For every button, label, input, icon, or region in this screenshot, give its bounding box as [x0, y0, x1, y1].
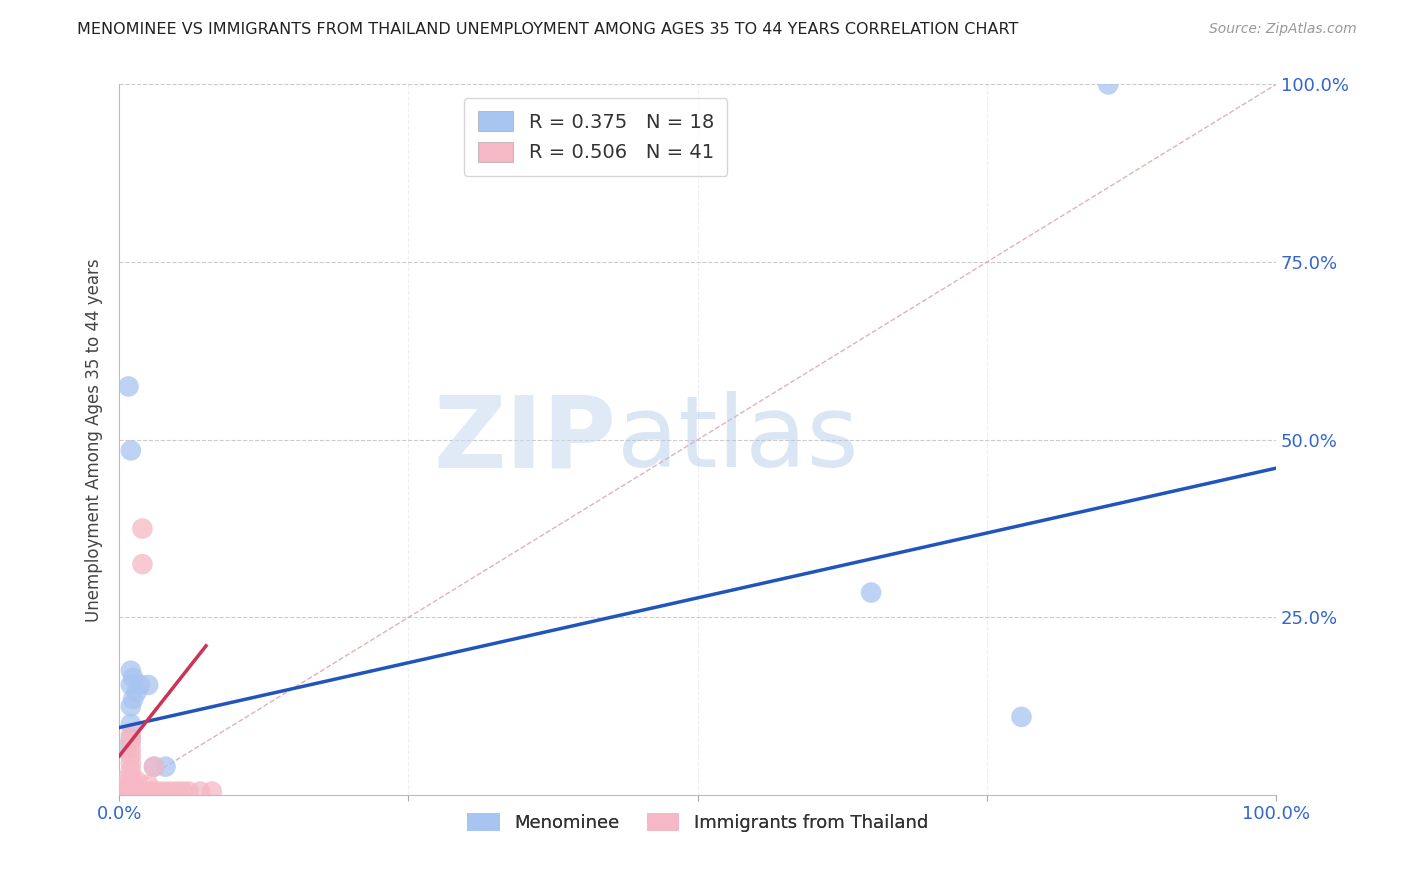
Point [120, 735, 142, 749]
Point [122, 692, 145, 706]
Point [1011, 710, 1033, 724]
Point [136, 678, 159, 692]
Legend: Menominee, Immigrants from Thailand: Menominee, Immigrants from Thailand [460, 805, 935, 839]
Point [108, 773, 131, 788]
Point [143, 759, 166, 773]
Point [120, 756, 142, 770]
Point [129, 678, 152, 692]
Point [155, 784, 177, 798]
Point [131, 522, 153, 536]
Point [143, 759, 166, 773]
Point [114, 742, 136, 756]
Point [120, 728, 142, 742]
Point [160, 784, 183, 798]
Point [131, 557, 153, 571]
Point [120, 699, 142, 714]
Point [172, 784, 194, 798]
Point [111, 784, 134, 798]
Text: ZIP: ZIP [434, 392, 617, 488]
Point [122, 671, 145, 685]
Text: atlas: atlas [617, 392, 858, 488]
Point [149, 784, 172, 798]
Point [120, 784, 142, 798]
Point [1097, 78, 1119, 92]
Point [155, 759, 177, 773]
Point [117, 784, 139, 798]
Point [136, 777, 159, 791]
Y-axis label: Unemployment Among Ages 35 to 44 years: Unemployment Among Ages 35 to 44 years [86, 258, 103, 622]
Point [122, 784, 145, 798]
Point [860, 585, 883, 599]
Point [120, 731, 142, 746]
Point [108, 780, 131, 795]
Point [118, 784, 141, 798]
Point [125, 685, 148, 699]
Point [120, 717, 142, 731]
Text: Source: ZipAtlas.com: Source: ZipAtlas.com [1209, 22, 1357, 37]
Point [128, 784, 150, 798]
Point [166, 784, 188, 798]
Point [177, 784, 200, 798]
Point [201, 784, 224, 798]
Point [120, 443, 142, 458]
Point [114, 784, 136, 798]
Point [120, 742, 142, 756]
Point [127, 784, 149, 798]
Point [120, 664, 142, 678]
Point [124, 784, 146, 798]
Point [120, 749, 142, 764]
Point [110, 784, 132, 798]
Point [120, 777, 142, 791]
Point [188, 784, 211, 798]
Point [125, 784, 148, 798]
Point [129, 784, 152, 798]
Point [136, 784, 159, 798]
Point [131, 784, 153, 798]
Point [143, 784, 166, 798]
Point [125, 773, 148, 788]
Point [120, 770, 142, 784]
Point [115, 784, 138, 798]
Point [117, 379, 139, 393]
Text: MENOMINEE VS IMMIGRANTS FROM THAILAND UNEMPLOYMENT AMONG AGES 35 TO 44 YEARS COR: MENOMINEE VS IMMIGRANTS FROM THAILAND UN… [77, 22, 1019, 37]
Point [120, 678, 142, 692]
Point [124, 784, 146, 798]
Point [120, 763, 142, 777]
Point [117, 784, 139, 798]
